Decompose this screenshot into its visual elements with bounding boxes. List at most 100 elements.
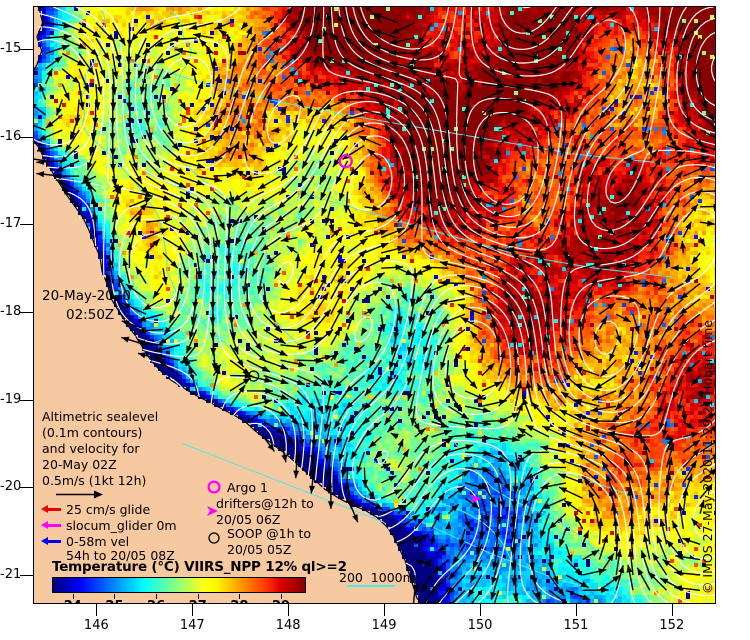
velocity-vector-head (368, 491, 375, 500)
velocity-vector-head (608, 424, 617, 430)
velocity-vector-head (219, 29, 228, 37)
date-stamp: 20-May-2020 02:50Z (42, 287, 131, 325)
velocity-vector-head (291, 52, 299, 60)
velocity-vector-head (435, 416, 443, 424)
velocity-vector-head (443, 104, 450, 112)
velocity-vector-head (560, 224, 566, 233)
velocity-vector-head (286, 436, 293, 445)
velocity-vector-head (137, 340, 145, 347)
argo-legend-line-1: Argo 1 (227, 480, 268, 495)
velocity-vector-head (112, 294, 120, 302)
velocity-vector-head (344, 36, 352, 44)
velocity-vector-head (542, 503, 551, 509)
soop-ship-marker (247, 370, 260, 382)
velocity-vector-head (83, 179, 92, 187)
velocity-vector-head (680, 353, 689, 361)
velocity-vector-head (135, 175, 142, 184)
velocity-vector-head (188, 366, 194, 375)
velocity-vector-head (424, 560, 432, 569)
velocity-vector-head (348, 213, 355, 222)
velocity-vector-head (385, 303, 393, 311)
velocity-vector-head (413, 423, 420, 432)
velocity-vector-head (121, 320, 130, 327)
velocity-vector-head (298, 439, 305, 447)
velocity-vector-head (406, 201, 414, 209)
velocity-vector-head (623, 157, 632, 164)
velocity-vector-head (162, 72, 171, 79)
velocity-vector-head (672, 520, 679, 529)
velocity-vector-head (251, 330, 257, 339)
velocity-vector-head (139, 203, 148, 211)
velocity-vector-head (233, 105, 239, 114)
velocity-vector-head (575, 7, 579, 9)
velocity-vector-head (483, 450, 492, 457)
velocity-vector-head (144, 197, 152, 204)
velocity-vector-head (468, 589, 475, 597)
velocity-vector-head (408, 478, 416, 487)
velocity-vector-head (143, 303, 152, 311)
velocity-vector-head (673, 38, 680, 47)
velocity-vector-head (711, 426, 715, 432)
velocity-vector-head (307, 402, 316, 410)
velocity-vector-head (340, 57, 349, 64)
velocity-vector-head (549, 521, 557, 529)
velocity-vector-head (405, 64, 414, 71)
velocity-vector-head (218, 222, 225, 231)
velocity-vector-head (633, 261, 642, 268)
velocity-vector-head (628, 503, 635, 511)
velocity-vector-head (70, 131, 77, 140)
velocity-vector-head (409, 70, 418, 77)
velocity-vector-head (682, 487, 689, 496)
velocity-vector-head (454, 353, 461, 361)
velocity-vector-head (289, 70, 297, 78)
velocity-vector-head (406, 462, 414, 470)
velocity-vector-head (396, 316, 403, 324)
velocity-vector-head (582, 109, 590, 117)
velocity-vector-head (190, 233, 198, 241)
colorbar-title: Temperature (°C) VIIRS_NPP 12% ql>=2 (52, 559, 347, 575)
map-plot-area[interactable]: 20-May-2020 02:50Z Altimetric sealevel (… (33, 6, 716, 604)
y-axis-tick (20, 312, 34, 313)
velocity-vector-head (320, 276, 327, 285)
velocity-vector-head (244, 175, 253, 182)
velocity-vector-head (563, 373, 572, 381)
velocity-vector-head (575, 193, 582, 202)
velocity-vector-head (266, 16, 274, 23)
velocity-vector-head (465, 421, 474, 428)
velocity-vector-head (679, 338, 688, 346)
velocity-vector-head (389, 38, 398, 45)
velocity-vector-head (543, 334, 550, 343)
velocity-vector-head (338, 97, 346, 104)
velocity-vector-head (438, 544, 446, 552)
velocity-vector-head (249, 89, 255, 98)
velocity-vector-head (612, 575, 621, 583)
velocity-vector-head (36, 146, 45, 153)
velocity-vector-head (533, 68, 542, 75)
velocity-vector (34, 142, 46, 147)
velocity-vector-head (658, 282, 666, 290)
velocity-vector-head (645, 487, 652, 496)
velocity-vector-head (242, 143, 248, 152)
velocity-vector-head (541, 208, 547, 217)
velocity-vector-head (504, 367, 511, 376)
velocity-vector-head (300, 190, 307, 199)
velocity-vector-head (383, 177, 390, 185)
velocity-vector-head (474, 197, 483, 204)
velocity-vector-head (524, 515, 531, 524)
velocity-vector-head (574, 398, 583, 405)
velocity-vector-head (340, 469, 347, 478)
velocity-vector-head (425, 119, 432, 128)
velocity-vector-head (282, 159, 290, 168)
velocity-vector-head (348, 17, 356, 26)
velocity-vector-head (439, 260, 448, 267)
velocity-vector-head (653, 328, 660, 337)
velocity-vector-head (319, 176, 326, 185)
velocity-vector-head (455, 403, 462, 412)
velocity-vector-head (264, 376, 273, 383)
velocity-vector-head (674, 585, 683, 592)
velocity-vector-head (491, 210, 500, 217)
date-stamp-time: 02:50Z (66, 307, 115, 323)
velocity-vector-head (652, 553, 660, 561)
velocity-vector-head (633, 429, 642, 437)
velocity-vector-head (415, 296, 423, 304)
